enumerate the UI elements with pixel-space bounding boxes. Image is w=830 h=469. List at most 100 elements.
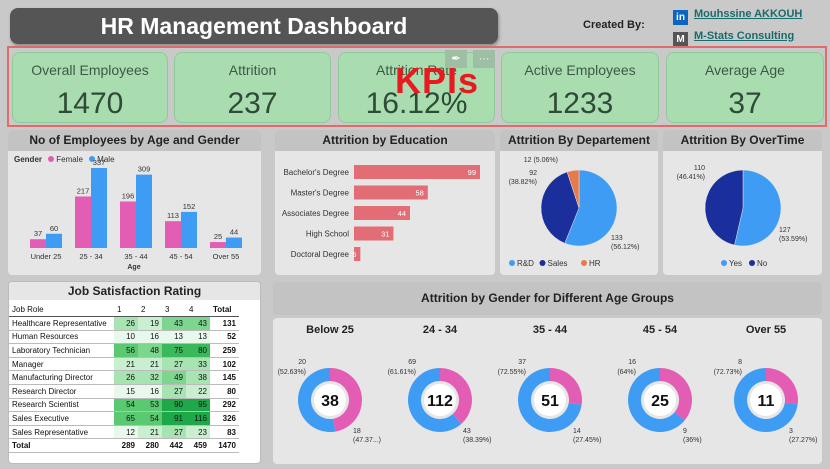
kpi-value: 37 xyxy=(728,87,762,120)
kpi-card-attrition-rate[interactable]: Attrition Rate 16.12% xyxy=(338,52,495,123)
donut-total-value: 51 xyxy=(541,393,559,410)
x-tick-label: Under 25 xyxy=(31,252,62,261)
panel-attrition-education: Attrition by Education Bachelor's Degree… xyxy=(275,130,495,275)
legend-dot xyxy=(721,260,727,266)
dashboard-title-bar: HR Management Dashboard xyxy=(10,8,498,44)
rating-cell: 91 xyxy=(162,411,186,426)
donut-male-label: 37 xyxy=(518,359,526,366)
donut-slice-male xyxy=(734,368,798,432)
rating-cell: 90 xyxy=(162,398,186,413)
job-role-cell: Research Scientist xyxy=(9,398,114,413)
table-row[interactable]: Research Scientist 54 53 90 95 292 xyxy=(9,398,239,413)
rating-cell: 48 xyxy=(138,343,162,358)
donut-total-value: 112 xyxy=(427,393,453,410)
kpi-card-average-age[interactable]: Average Age 37 xyxy=(666,52,824,123)
table-row[interactable]: Laboratory Technician 56 48 75 80 259 xyxy=(9,343,239,358)
bar-value-label: 217 xyxy=(77,186,90,195)
age-bar-male xyxy=(181,211,197,248)
age-bar-female xyxy=(210,242,226,248)
rating-cell: 27 xyxy=(162,425,186,440)
donut-group-title: 35 - 44 xyxy=(533,324,568,336)
pie-slice-yes xyxy=(734,169,782,247)
column-header[interactable]: 1 xyxy=(114,303,138,318)
total-cell: 442 xyxy=(162,438,186,454)
age-bar-male xyxy=(91,168,107,248)
table-row[interactable]: Human Resources 10 16 13 13 52 xyxy=(9,330,239,345)
bar-value-label: 25 xyxy=(214,232,222,241)
kpi-label: Attrition Rate xyxy=(376,62,457,78)
age-bar-male xyxy=(136,174,152,248)
kpi-card-overall-employees[interactable]: Overall Employees 1470 xyxy=(12,52,168,123)
table-total-row: Total 289 280 442 459 1470 xyxy=(9,438,239,454)
row-total-cell: 326 xyxy=(210,411,239,426)
donut-total-value: 38 xyxy=(321,393,339,410)
job-role-cell: Healthcare Representative xyxy=(9,316,114,331)
table-row[interactable]: Sales Executive 65 54 91 116 326 xyxy=(9,411,239,426)
bar-value-label: 58 xyxy=(415,189,423,198)
column-header[interactable]: Job Role xyxy=(9,303,114,318)
visual-header-buttons: ✒ ··· xyxy=(445,49,501,68)
donut-slice-female xyxy=(440,368,472,424)
panel-attrition-overtime: Attrition By OverTime 127 (53.59%) 110 (46.… xyxy=(663,130,822,275)
kpi-value: 237 xyxy=(227,87,278,120)
table-row[interactable]: Healthcare Representative 26 19 43 43 131 xyxy=(9,316,239,331)
donut-slice-female xyxy=(550,368,582,405)
education-bar-chart: Bachelor's Degree 99 Master's Degree 58 Asso… xyxy=(282,165,480,261)
total-cell: 280 xyxy=(138,438,162,454)
pie-slice-sales xyxy=(540,171,580,244)
age-bar-female xyxy=(30,239,46,248)
table-row[interactable]: Manager 21 21 27 33 102 xyxy=(9,357,239,372)
education-bar xyxy=(354,206,410,220)
panel-title: Attrition By OverTime xyxy=(663,130,822,151)
panel-title: Attrition by Education xyxy=(275,130,495,151)
donut-male-label: 20 xyxy=(298,359,306,366)
panel-attrition-department: Attrition By Departement 133 (56.12%) 92 (3… xyxy=(500,130,658,275)
panel-title: Attrition By Departement xyxy=(500,130,658,151)
column-header[interactable]: 3 xyxy=(162,303,186,318)
job-role-cell: Laboratory Technician xyxy=(9,343,114,358)
kpi-card-active-employees[interactable]: Active Employees 1233 xyxy=(501,52,659,123)
y-tick-label: Bachelor's Degree xyxy=(283,168,349,177)
rating-cell: 33 xyxy=(186,357,210,372)
legend-dot xyxy=(581,260,587,266)
pie-data-pct: (46.41%) xyxy=(677,174,705,181)
donut-female-label: 3 xyxy=(789,428,793,435)
row-total-cell: 52 xyxy=(210,330,239,345)
y-tick-label: Doctoral Degree xyxy=(291,250,350,259)
pin-icon[interactable]: ✒ xyxy=(445,50,467,68)
donut-slice-female xyxy=(660,368,692,421)
column-header[interactable]: 2 xyxy=(138,303,162,318)
author-link-linkedin[interactable]: in Mouhssine AKKOUH xyxy=(673,8,802,25)
rating-cell: 22 xyxy=(186,384,210,399)
donut-male-label: 16 xyxy=(628,359,636,366)
row-total-cell: 80 xyxy=(210,384,239,399)
column-header[interactable]: 4 xyxy=(186,303,210,318)
rating-cell: 16 xyxy=(138,330,162,345)
rating-cell: 54 xyxy=(114,398,138,413)
donut-group-title: Below 25 xyxy=(306,324,354,336)
legend-label: R&D xyxy=(517,259,534,268)
table-row[interactable]: Manufacturing Director 26 32 49 38 145 xyxy=(9,370,239,386)
author-link-company[interactable]: M M-Stats Consulting xyxy=(673,30,794,47)
pie-data-pct: (53.59%) xyxy=(779,236,807,243)
donut-group-title: Over 55 xyxy=(746,324,786,336)
table-row[interactable]: Research Director 15 16 27 22 80 xyxy=(9,384,239,399)
donut-male-label: 8 xyxy=(738,359,742,366)
kpi-value: 16.12% xyxy=(365,87,468,120)
more-options-icon[interactable]: ··· xyxy=(473,50,495,68)
rating-cell: 10 xyxy=(114,330,138,345)
table-row[interactable]: Sales Representative 12 21 27 23 83 xyxy=(9,425,239,440)
column-header[interactable]: Total xyxy=(210,303,239,318)
donut-female-label: 9 xyxy=(683,428,687,435)
bar-value-label: 37 xyxy=(34,229,42,238)
total-cell: Total xyxy=(9,438,114,454)
donut-female-label: 43 xyxy=(463,428,471,435)
linkedin-icon: in xyxy=(673,10,688,25)
kpi-card-attrition[interactable]: Attrition 237 xyxy=(174,52,331,123)
donut-slice-male xyxy=(408,368,462,432)
donut-slice-female xyxy=(766,368,798,405)
row-total-cell: 292 xyxy=(210,398,239,413)
table-header-row: Job Role 1 2 3 4 Total xyxy=(9,303,239,318)
x-tick-label: 45 - 54 xyxy=(169,252,192,261)
rating-cell: 54 xyxy=(138,411,162,426)
